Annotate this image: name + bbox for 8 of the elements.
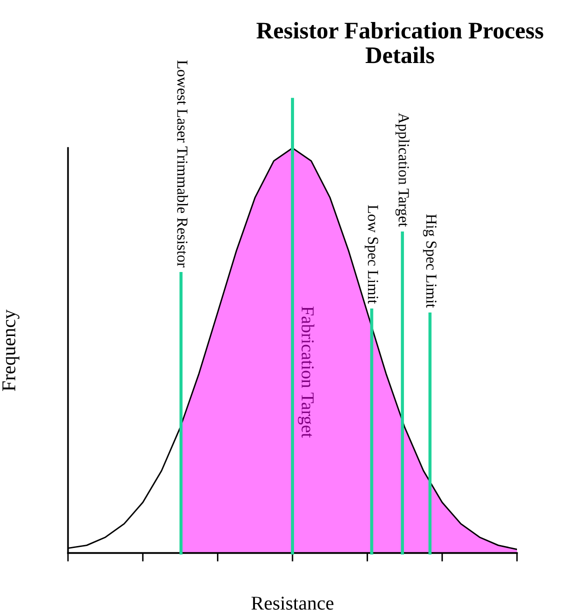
x-axis-title: Resistance	[251, 596, 334, 610]
annotation: Lowest Laser Trimmable Resistor	[177, 60, 188, 268]
annotation: Fabrication Target	[298, 306, 314, 438]
y-axis-title: Frequency	[2, 310, 20, 391]
annotation: Hig Spec Limit	[423, 214, 436, 308]
chart-title: Resistor Fabrication Process Details	[256, 22, 544, 64]
annotation: Application Target	[395, 112, 410, 227]
annotation: Low Spec Limit	[364, 205, 378, 304]
